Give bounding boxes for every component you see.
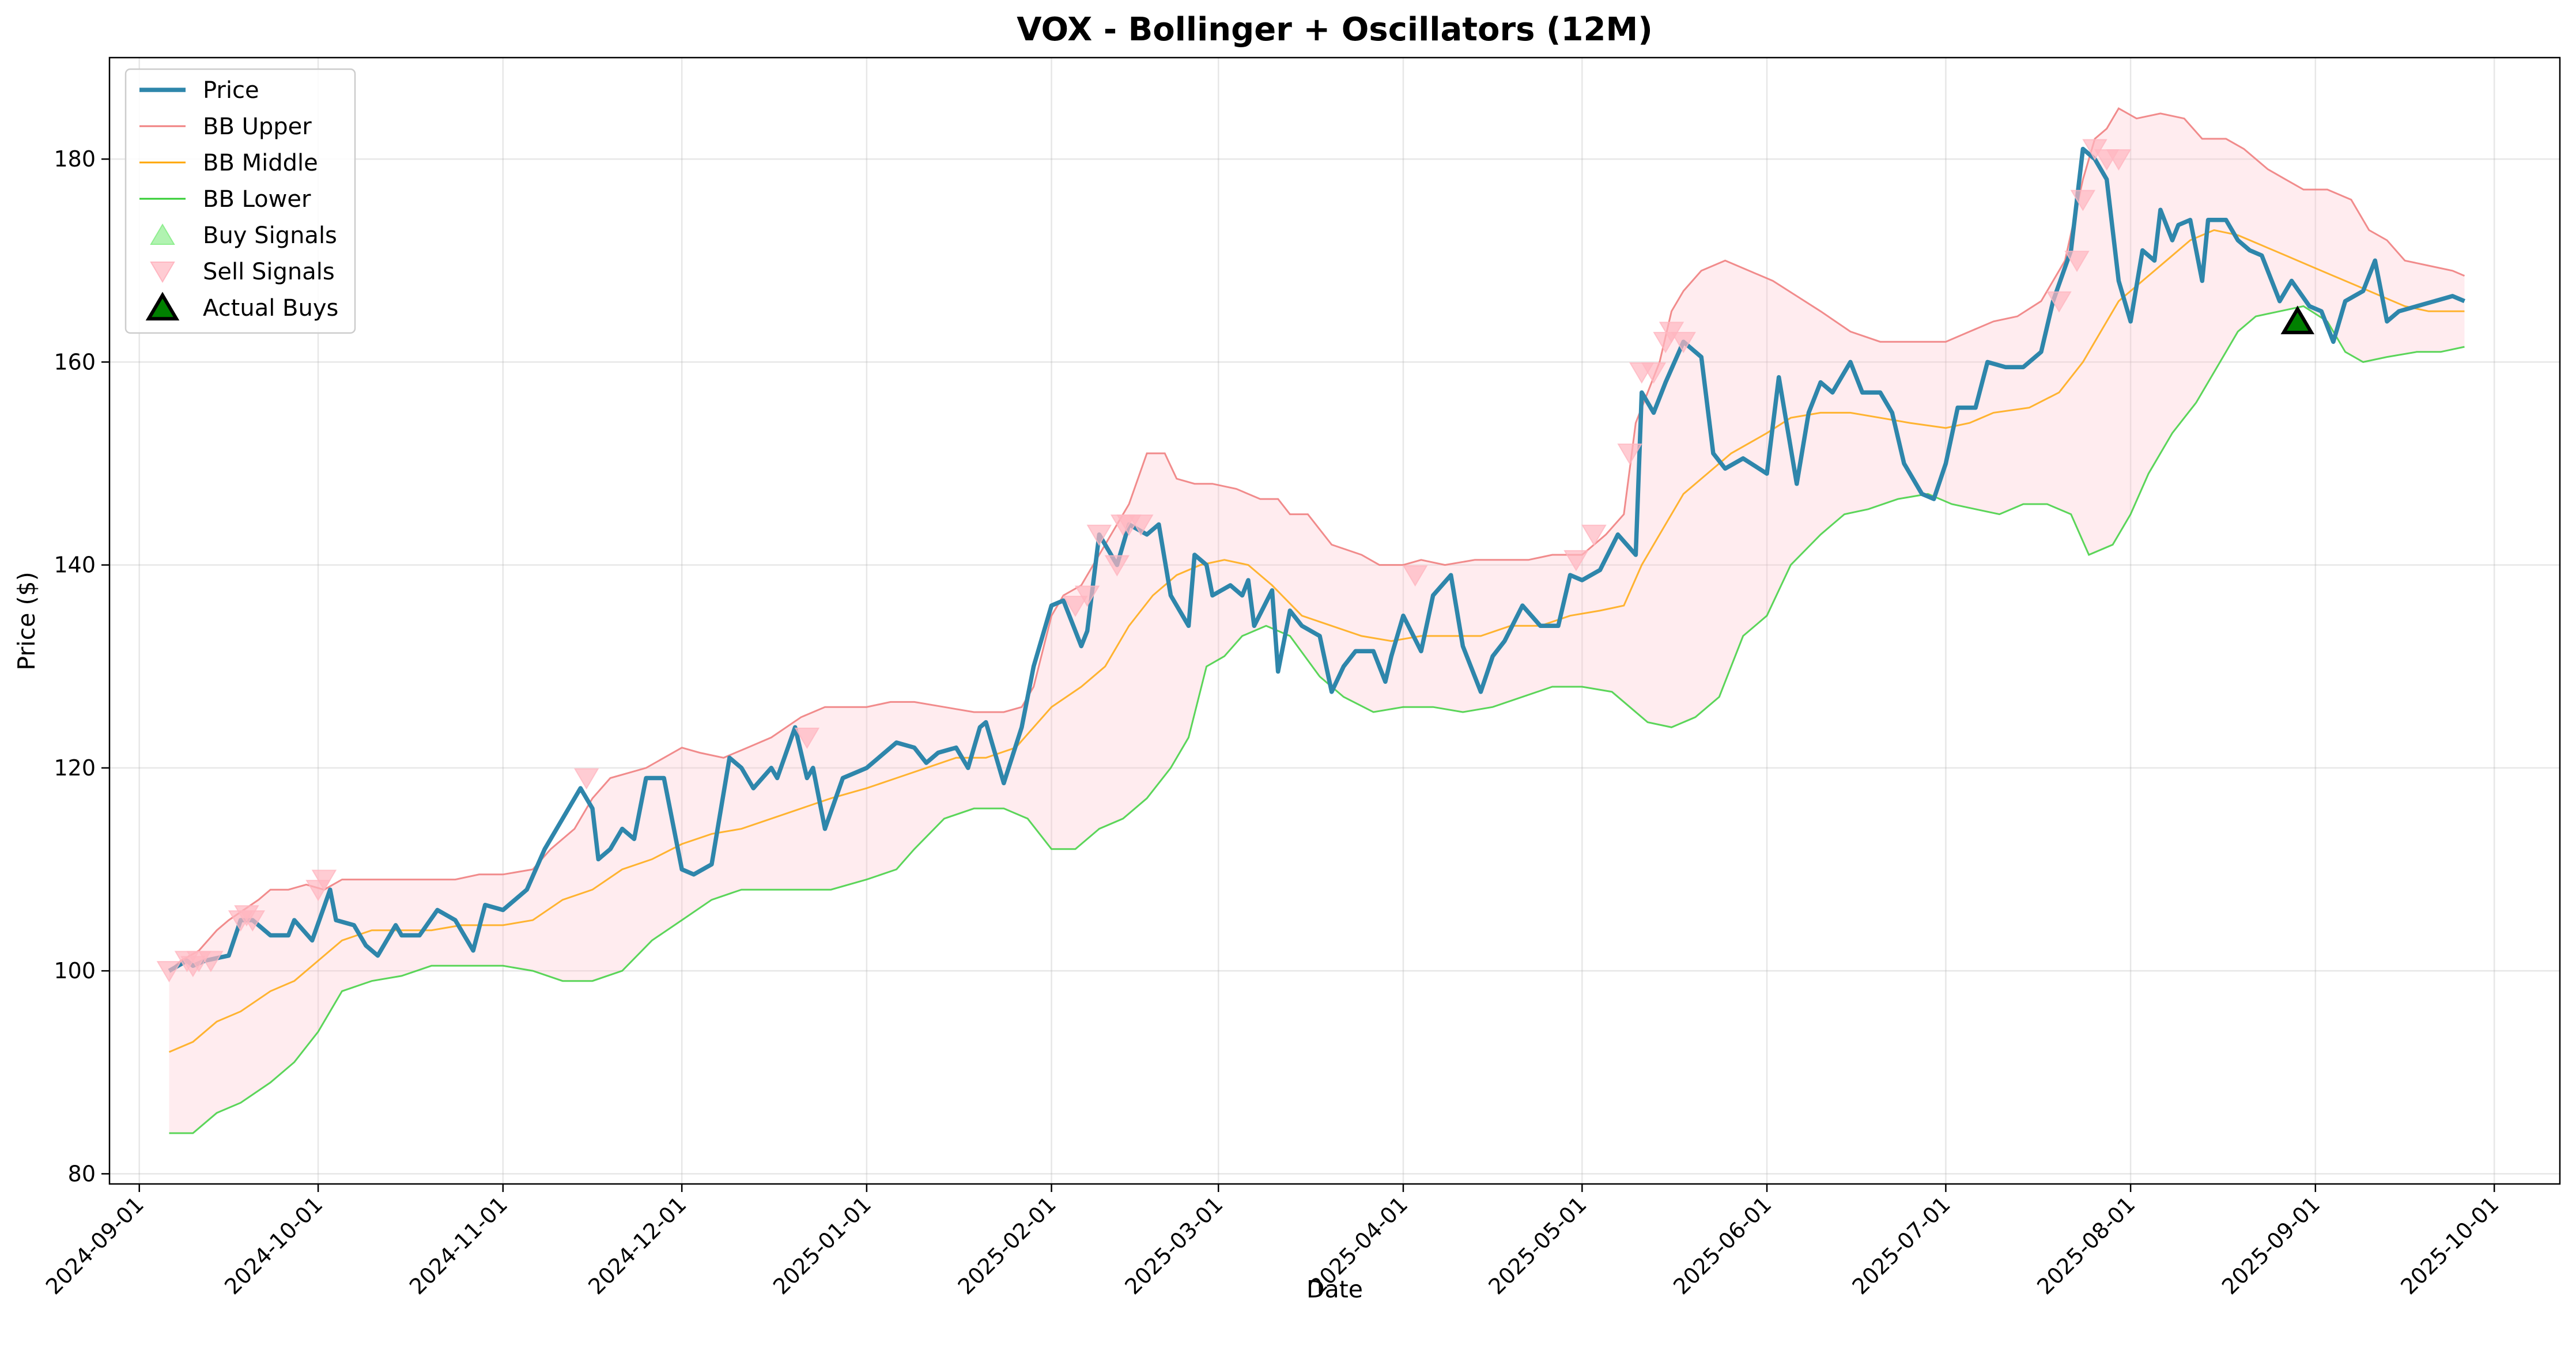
sell-signal-marker: [1671, 332, 1696, 354]
y-tick-label: 160: [54, 349, 96, 374]
price-line: [168, 146, 2465, 973]
legend-item: Actual Buys: [145, 292, 338, 321]
sell-signal-marker: [1104, 555, 1130, 577]
y-tick-label: 120: [54, 755, 96, 781]
legend-label: BB Upper: [203, 113, 312, 140]
legend-label: Price: [203, 77, 259, 104]
sell-signal-marker: [1074, 585, 1100, 607]
legend-item: BB Lower: [139, 186, 311, 213]
legend-label: BB Middle: [203, 150, 318, 176]
bb-lower-line: [169, 305, 2465, 1134]
sell-signal-marker: [311, 869, 337, 891]
legend-label: Buy Signals: [203, 222, 337, 249]
sell-signal-marker: [1128, 514, 1154, 536]
legend-swatch: [150, 262, 175, 283]
sell-signal-marker: [794, 728, 820, 750]
sell-signal-marker: [573, 768, 599, 790]
sell-signal-marker: [1581, 524, 1607, 546]
sell-signal-marker: [1402, 565, 1428, 587]
legend-box: [124, 68, 356, 334]
legend-label: BB Lower: [203, 186, 311, 213]
bb-middle-line: [168, 229, 2465, 1053]
sell-signal-marker: [2106, 149, 2132, 171]
actual-buy-marker: [2280, 305, 2315, 335]
legend-swatch: [145, 292, 180, 321]
sell-signal-marker: [1641, 362, 1667, 384]
sell-signal-marker: [2070, 190, 2096, 211]
legend-item: BB Upper: [139, 113, 312, 140]
chart-title: VOX - Bollinger + Oscillators (12M): [1017, 11, 1653, 48]
y-tick-label: 80: [68, 1161, 96, 1186]
legend-swatch: [150, 224, 175, 245]
legend-item: Buy Signals: [150, 222, 337, 249]
sell-signal-marker: [1617, 443, 1642, 465]
sell-signal-marker: [198, 951, 224, 973]
plot-frame: [108, 56, 2561, 1185]
legend-item: BB Middle: [139, 150, 318, 176]
y-tick-label: 180: [54, 146, 96, 172]
legend-item: Price: [139, 77, 259, 104]
legend: Price BB Upper BB Middle BB Lower Buy Signal…: [124, 68, 356, 334]
sell-signal-marker: [1086, 524, 1112, 546]
signal-markers: [156, 139, 2315, 983]
legend-label: Actual Buys: [203, 295, 338, 321]
sell-signal-marker: [156, 961, 182, 983]
y-tick-label: 140: [54, 553, 96, 578]
legend-label: Sell Signals: [203, 259, 335, 285]
bb-upper-line: [168, 107, 2465, 972]
sell-signal-marker: [1563, 550, 1589, 572]
sell-signal-marker: [240, 910, 266, 932]
grid: [109, 58, 2560, 1184]
series-lines: [168, 107, 2465, 1134]
sell-signal-marker: [1063, 596, 1088, 618]
y-tick-label: 100: [54, 958, 96, 983]
y-axis-title: Price ($): [13, 572, 40, 670]
x-axis-title: Date: [1306, 1276, 1363, 1303]
legend-item: Sell Signals: [150, 259, 335, 285]
sell-signal-marker: [2064, 251, 2090, 273]
sell-signal-marker: [2046, 291, 2072, 313]
y-axis: 80 100 120 140 160 180: [54, 146, 109, 1186]
